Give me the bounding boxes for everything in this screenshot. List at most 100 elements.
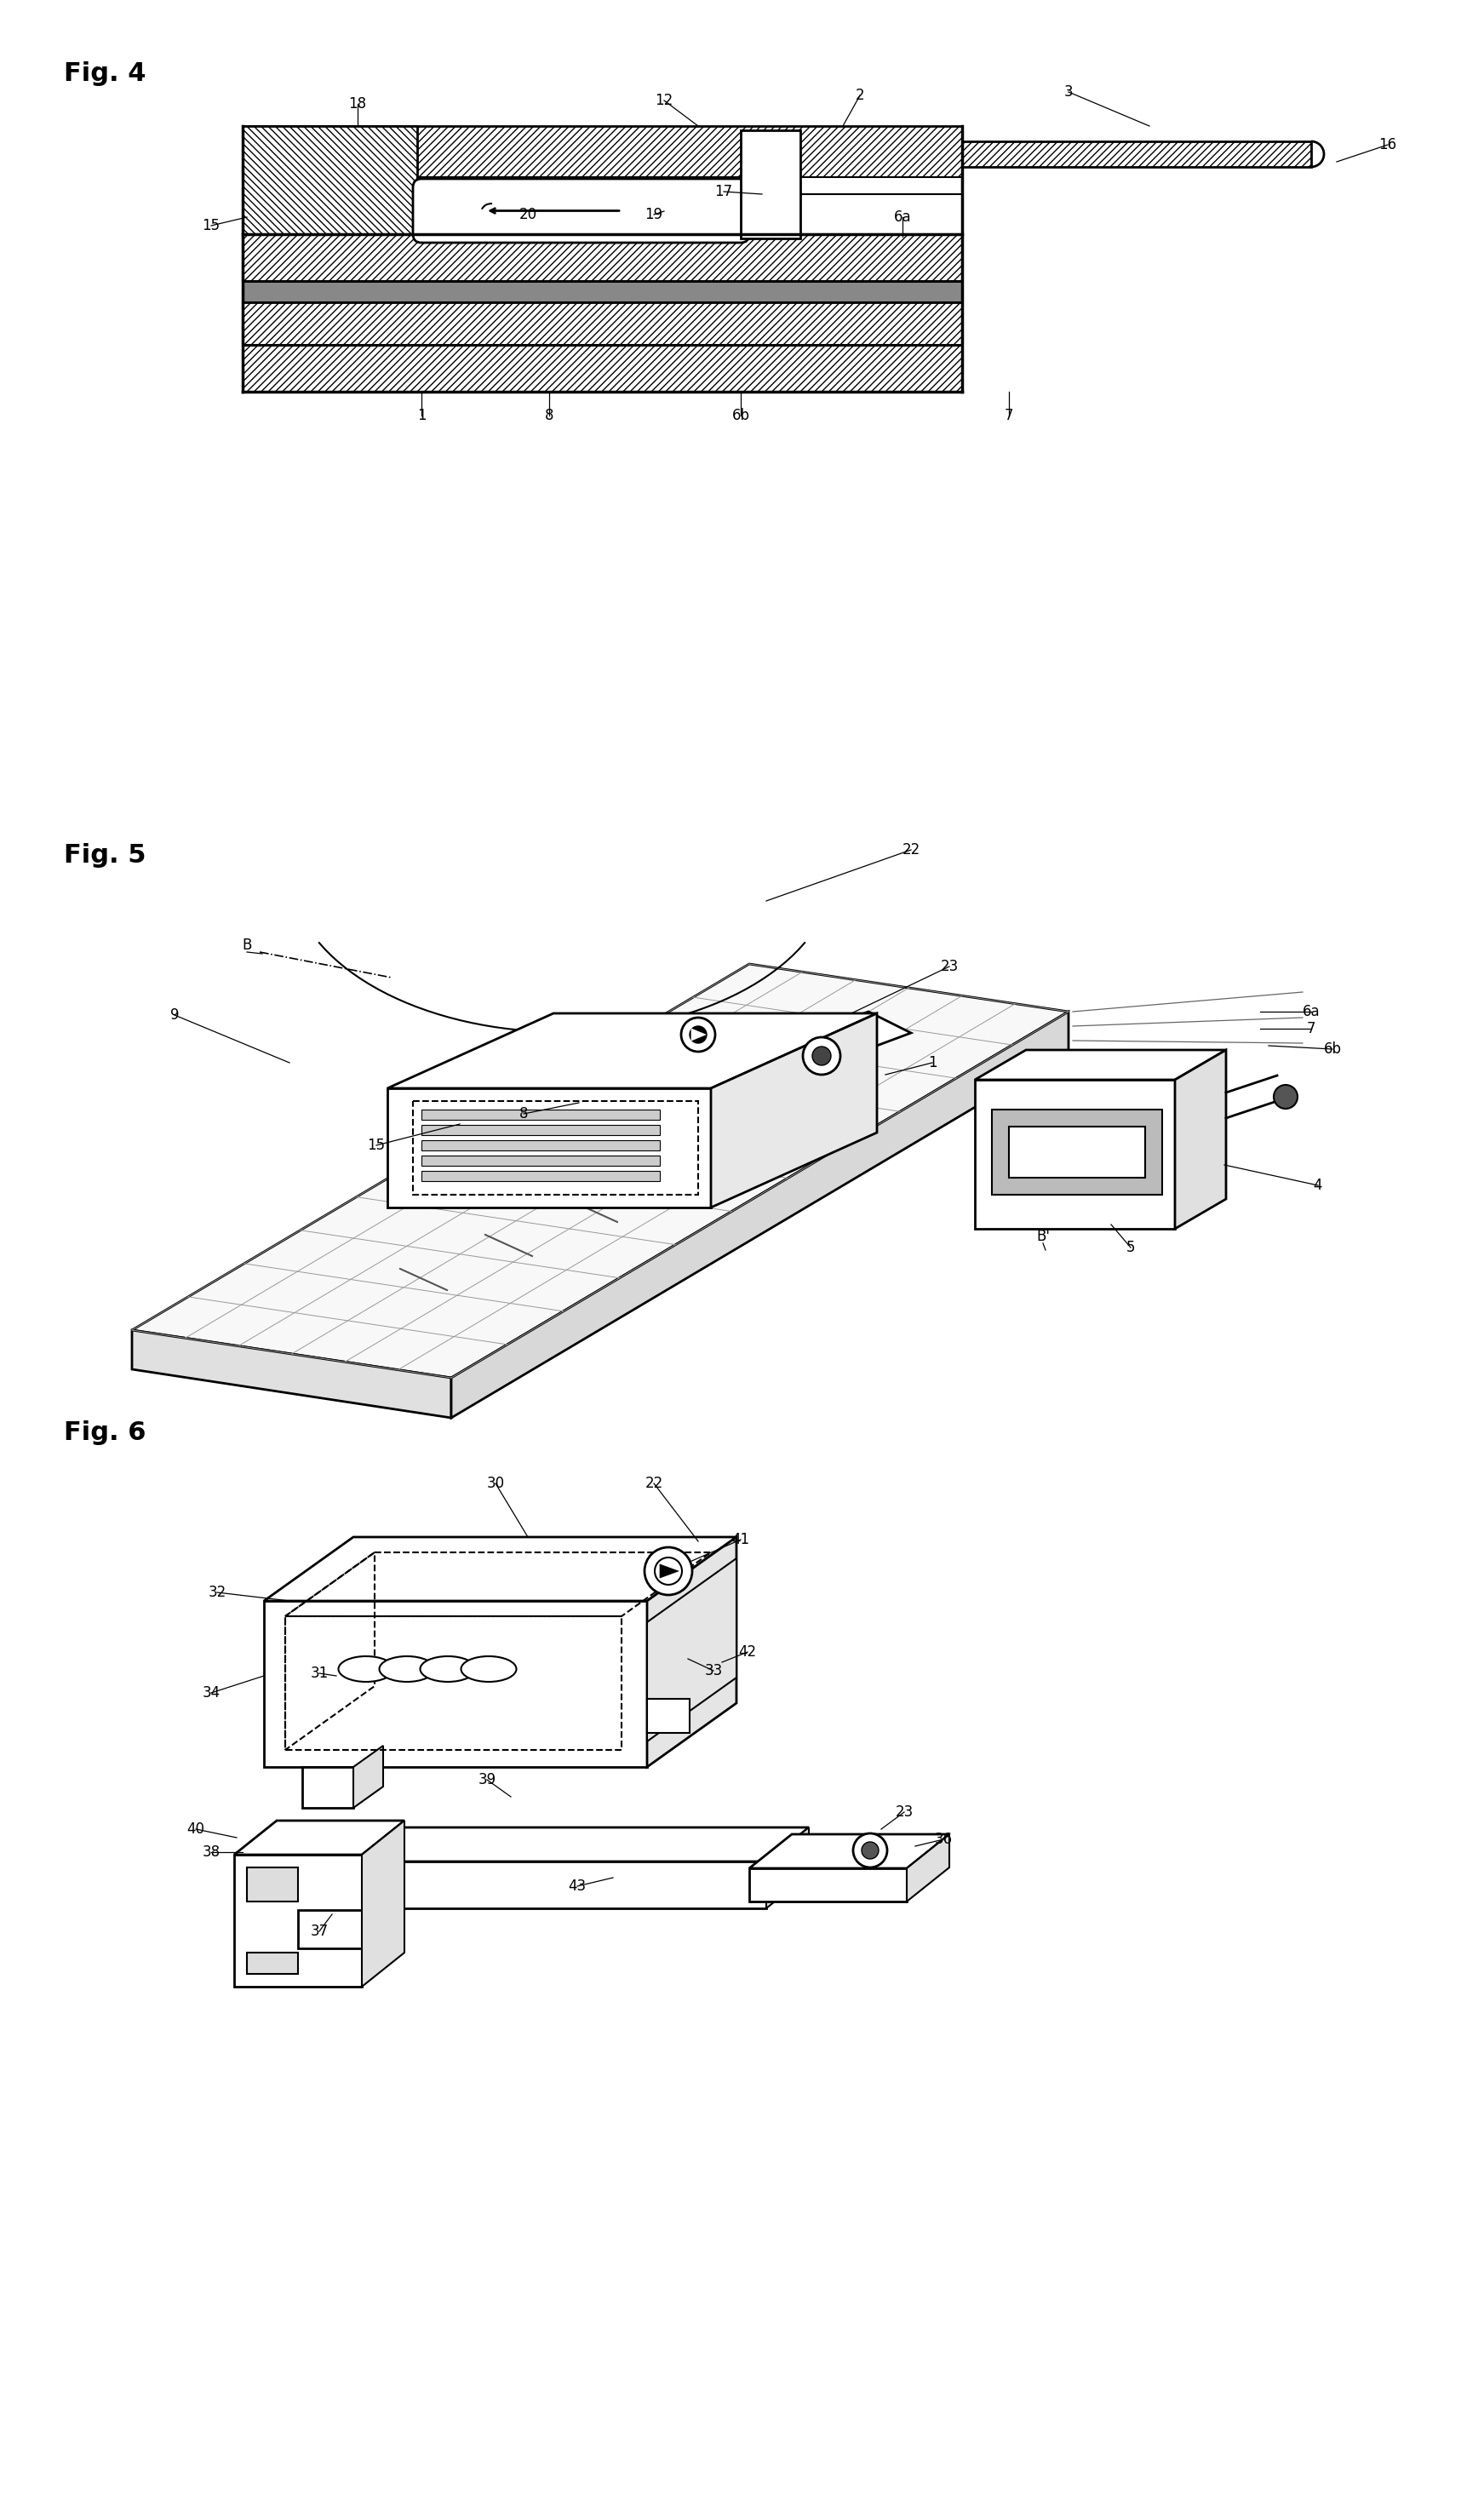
Text: 41: 41 bbox=[732, 1533, 749, 1548]
Text: 16: 16 bbox=[1379, 138, 1396, 153]
Polygon shape bbox=[387, 1088, 711, 1208]
Text: 1: 1 bbox=[417, 408, 426, 423]
Text: 6b: 6b bbox=[1324, 1040, 1342, 1058]
Text: 15: 15 bbox=[202, 218, 220, 233]
Polygon shape bbox=[243, 345, 962, 393]
Polygon shape bbox=[234, 1856, 362, 1986]
Text: 4: 4 bbox=[1313, 1178, 1322, 1193]
Polygon shape bbox=[387, 1013, 877, 1088]
Polygon shape bbox=[362, 1821, 405, 1986]
Polygon shape bbox=[246, 1868, 298, 1901]
Text: 39: 39 bbox=[478, 1773, 496, 1788]
Polygon shape bbox=[243, 235, 962, 280]
Polygon shape bbox=[421, 1140, 660, 1150]
Polygon shape bbox=[451, 1010, 1068, 1418]
Polygon shape bbox=[132, 1331, 451, 1418]
Text: 7: 7 bbox=[1307, 1020, 1316, 1035]
Circle shape bbox=[862, 1841, 879, 1858]
Circle shape bbox=[803, 1038, 840, 1075]
Text: 42: 42 bbox=[739, 1643, 757, 1661]
Text: 17: 17 bbox=[715, 185, 733, 200]
Polygon shape bbox=[417, 178, 962, 195]
Text: 22: 22 bbox=[902, 843, 920, 858]
Ellipse shape bbox=[420, 1656, 475, 1681]
Text: 36: 36 bbox=[935, 1831, 953, 1848]
Polygon shape bbox=[766, 1828, 809, 1908]
Text: 22: 22 bbox=[646, 1476, 663, 1491]
Polygon shape bbox=[246, 1953, 298, 1973]
Text: 31: 31 bbox=[310, 1666, 328, 1681]
Text: 33: 33 bbox=[705, 1663, 723, 1678]
Polygon shape bbox=[647, 1558, 736, 1741]
Text: 23: 23 bbox=[941, 958, 959, 975]
Polygon shape bbox=[358, 1861, 766, 1908]
Polygon shape bbox=[647, 1698, 690, 1733]
Polygon shape bbox=[715, 1010, 911, 1090]
Text: 6a: 6a bbox=[1303, 1003, 1319, 1020]
Polygon shape bbox=[711, 1013, 877, 1208]
Text: 30: 30 bbox=[487, 1476, 505, 1491]
FancyBboxPatch shape bbox=[413, 180, 749, 243]
Polygon shape bbox=[421, 1110, 660, 1120]
Polygon shape bbox=[243, 125, 417, 250]
Ellipse shape bbox=[338, 1656, 393, 1681]
Text: 40: 40 bbox=[187, 1821, 205, 1836]
Text: 1: 1 bbox=[928, 1055, 936, 1070]
Ellipse shape bbox=[462, 1656, 516, 1681]
Polygon shape bbox=[264, 1538, 736, 1601]
Circle shape bbox=[1273, 1085, 1297, 1108]
Polygon shape bbox=[991, 1110, 1162, 1195]
Text: 3: 3 bbox=[1064, 85, 1073, 100]
Polygon shape bbox=[907, 1833, 950, 1901]
Polygon shape bbox=[1009, 1125, 1146, 1178]
Text: 5: 5 bbox=[1126, 1240, 1135, 1256]
Text: 37: 37 bbox=[310, 1923, 328, 1938]
Text: Fig. 4: Fig. 4 bbox=[64, 63, 145, 85]
Circle shape bbox=[644, 1548, 692, 1596]
Polygon shape bbox=[243, 125, 962, 178]
Text: 38: 38 bbox=[202, 1843, 220, 1861]
Text: B: B bbox=[242, 938, 252, 953]
Polygon shape bbox=[660, 1563, 678, 1578]
Text: 7: 7 bbox=[1005, 408, 1014, 423]
Polygon shape bbox=[962, 143, 1312, 168]
Text: 18: 18 bbox=[349, 95, 367, 113]
Text: 9: 9 bbox=[171, 1008, 180, 1023]
Text: 8: 8 bbox=[519, 1105, 528, 1120]
Text: 34: 34 bbox=[202, 1686, 220, 1701]
Text: 43: 43 bbox=[568, 1878, 586, 1893]
Polygon shape bbox=[234, 1821, 405, 1856]
Polygon shape bbox=[303, 1768, 353, 1808]
Circle shape bbox=[681, 1018, 715, 1050]
Text: Fig. 6: Fig. 6 bbox=[64, 1421, 145, 1446]
Text: 19: 19 bbox=[646, 208, 663, 223]
Polygon shape bbox=[421, 1170, 660, 1180]
Polygon shape bbox=[353, 1746, 383, 1808]
Circle shape bbox=[654, 1558, 683, 1586]
Circle shape bbox=[853, 1833, 887, 1868]
Polygon shape bbox=[647, 1538, 736, 1768]
Text: 8: 8 bbox=[545, 408, 554, 423]
Text: B': B' bbox=[1036, 1228, 1049, 1243]
Text: Fig. 5: Fig. 5 bbox=[64, 843, 145, 868]
Text: 15: 15 bbox=[368, 1138, 386, 1153]
Circle shape bbox=[690, 1025, 706, 1043]
Polygon shape bbox=[749, 1868, 907, 1901]
Text: 32: 32 bbox=[208, 1586, 226, 1601]
Polygon shape bbox=[975, 1080, 1175, 1228]
Polygon shape bbox=[358, 1828, 809, 1861]
Polygon shape bbox=[975, 1050, 1226, 1080]
Text: 2: 2 bbox=[855, 88, 865, 103]
Text: 23: 23 bbox=[895, 1803, 913, 1821]
Text: 20: 20 bbox=[519, 208, 537, 223]
Polygon shape bbox=[421, 1155, 660, 1165]
Polygon shape bbox=[264, 1601, 647, 1768]
Polygon shape bbox=[421, 1125, 660, 1135]
Polygon shape bbox=[132, 963, 1068, 1378]
Polygon shape bbox=[1175, 1050, 1226, 1228]
Polygon shape bbox=[243, 280, 962, 303]
Text: 6b: 6b bbox=[732, 408, 749, 423]
Polygon shape bbox=[741, 130, 800, 238]
Text: 12: 12 bbox=[654, 93, 674, 108]
Circle shape bbox=[812, 1045, 831, 1065]
